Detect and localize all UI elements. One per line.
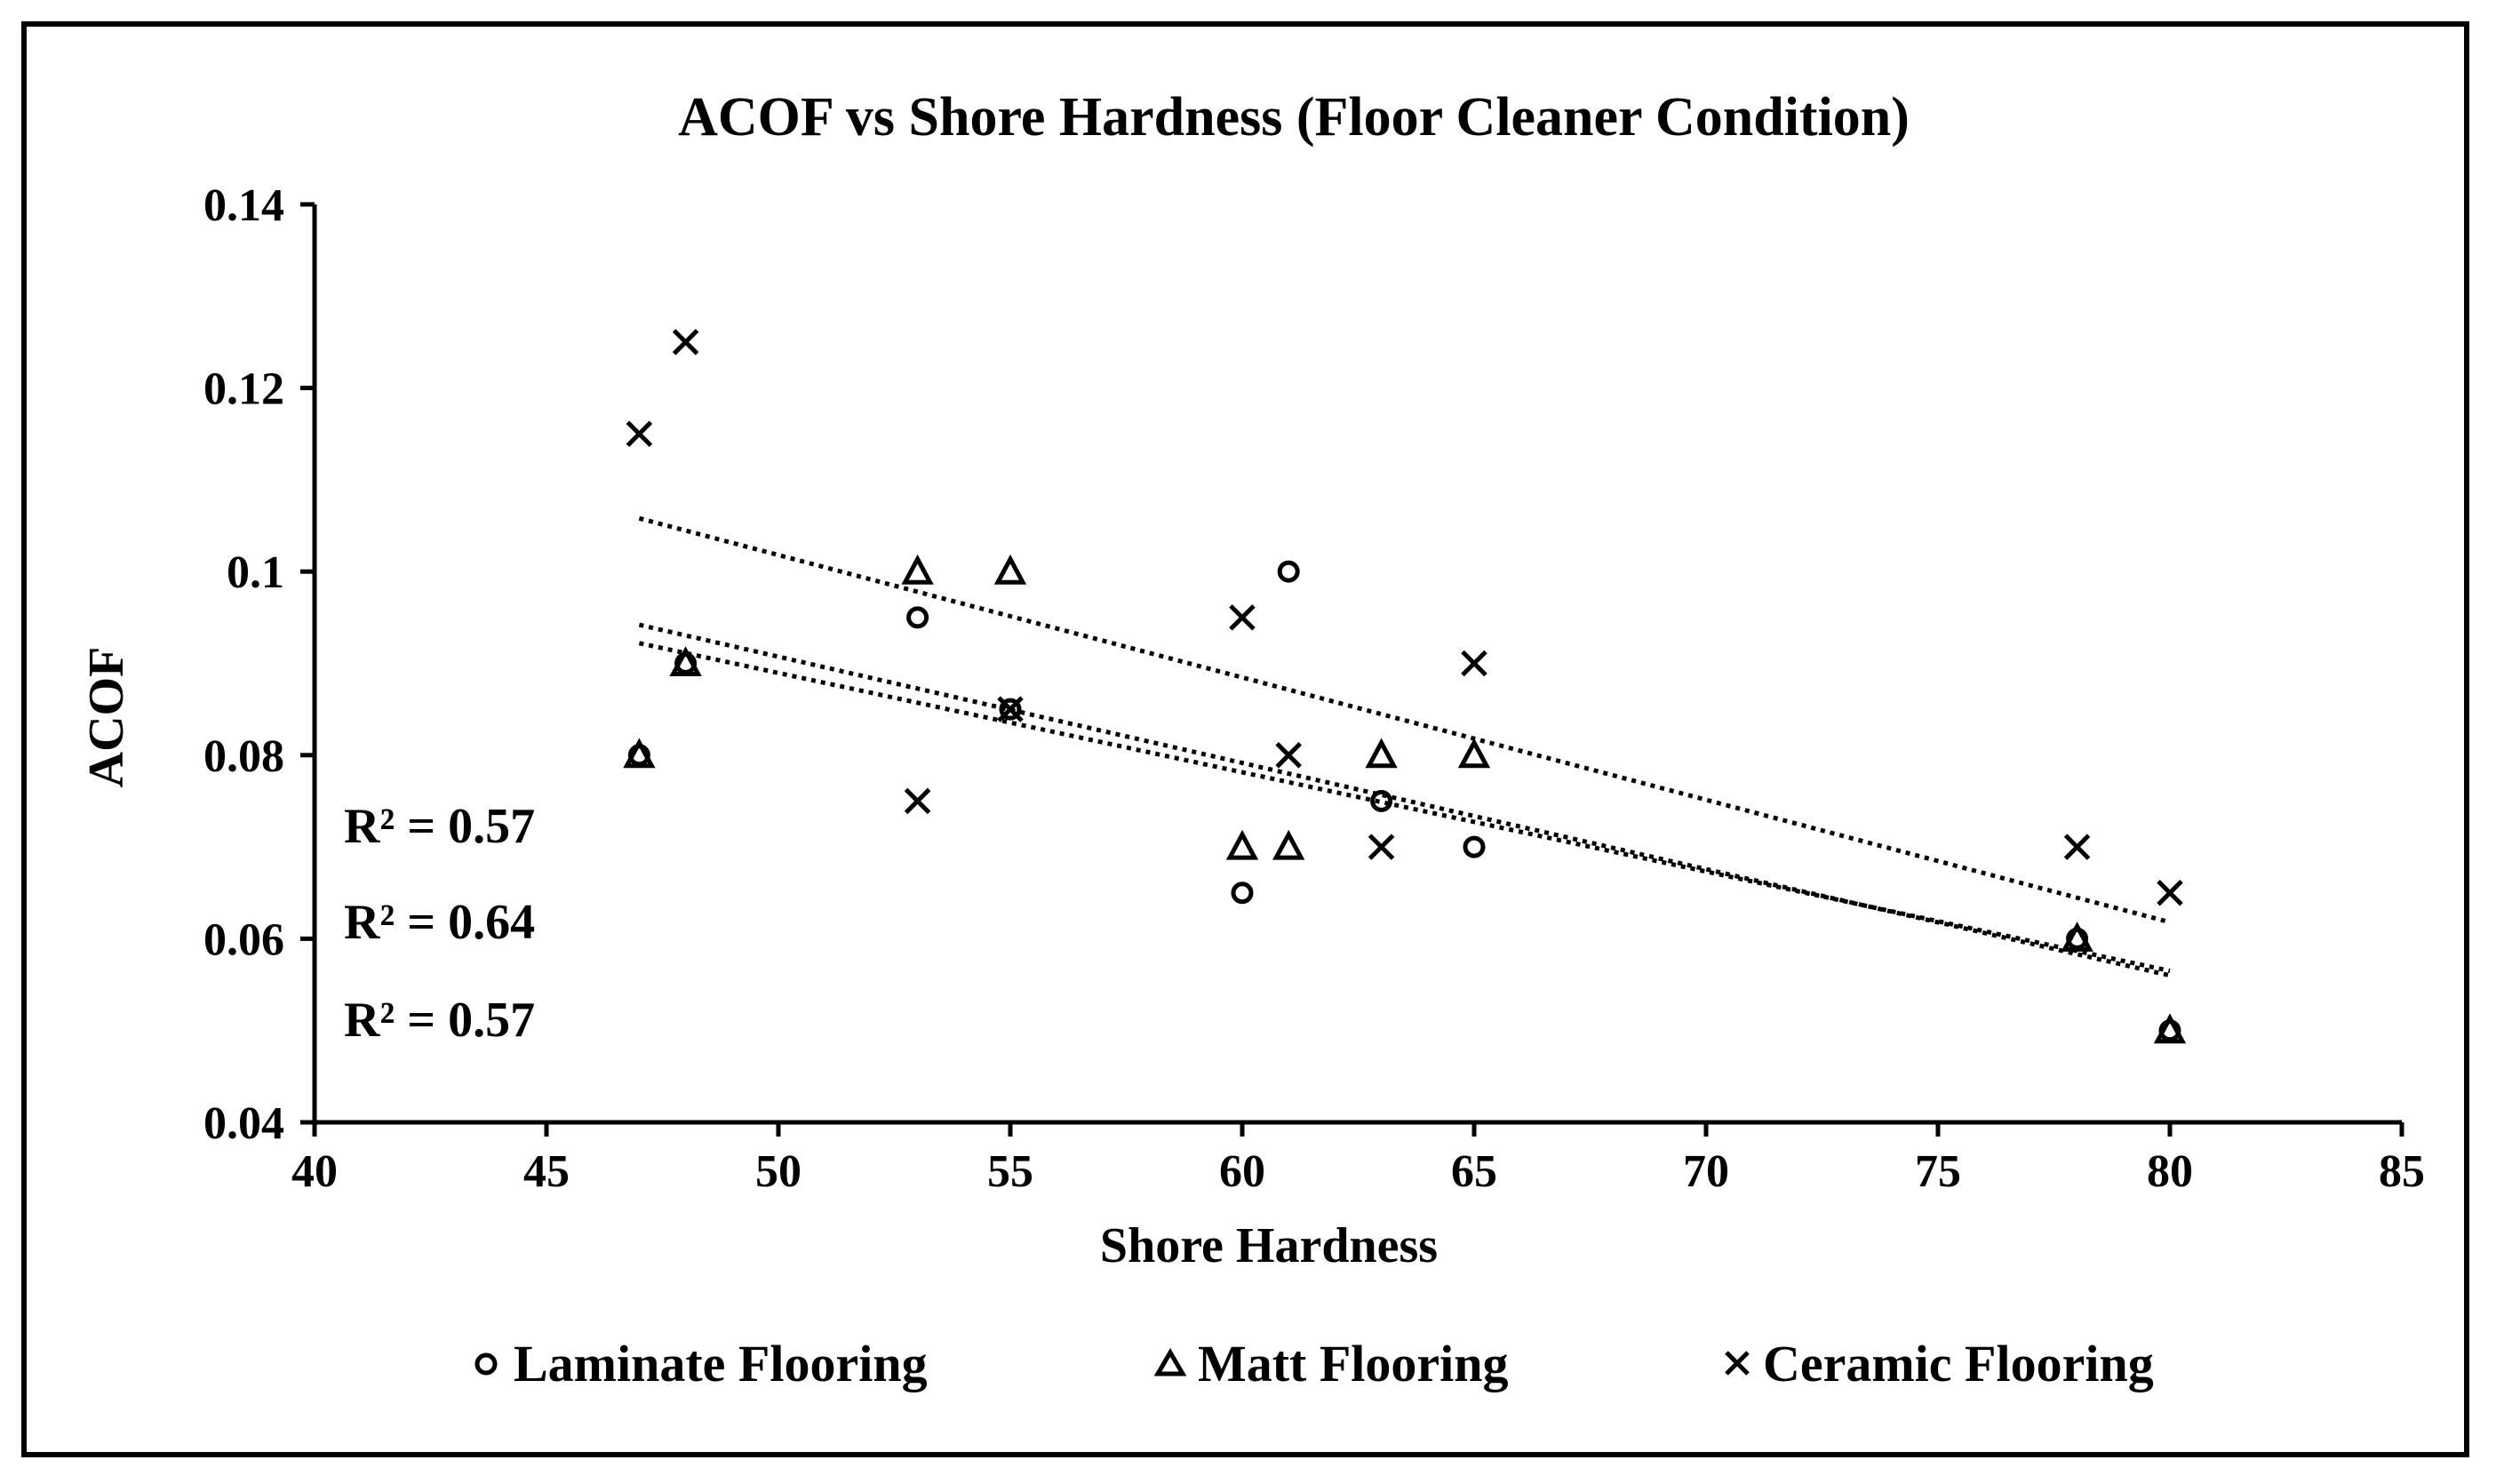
x-tick-label: 80 bbox=[2147, 1146, 2193, 1197]
trendline-matt bbox=[638, 641, 2171, 973]
point-matt bbox=[901, 554, 934, 585]
legend-x-marker bbox=[1725, 1351, 1750, 1376]
legend-item-matt: Matt Flooring bbox=[1153, 1335, 1509, 1392]
point-laminate bbox=[1277, 560, 1300, 583]
point-matt bbox=[669, 646, 702, 676]
x-tick-label: 60 bbox=[1219, 1146, 1265, 1197]
x-tick-label: 50 bbox=[755, 1146, 801, 1197]
trendlines bbox=[638, 515, 2171, 978]
point-ceramic bbox=[1229, 604, 1256, 631]
y-tick-label: 0.08 bbox=[203, 731, 284, 782]
point-ceramic bbox=[1275, 742, 1302, 769]
legend-triangle-marker bbox=[1153, 1348, 1187, 1376]
data-points bbox=[623, 329, 2187, 1044]
point-ceramic bbox=[1461, 650, 1487, 677]
point-ceramic bbox=[1368, 834, 1395, 860]
legend-item-laminate: Laminate Flooring bbox=[474, 1335, 928, 1392]
tick-labels: 40 45 50 55 60 65 70 75 80 85 0.04 0.06 0.08 0.1 0.12 0… bbox=[203, 180, 2425, 1197]
legend-label-matt: Matt Flooring bbox=[1198, 1335, 1509, 1392]
chart-title: ACOF vs Shore Hardness (Floor Cleaner Co… bbox=[678, 87, 1910, 148]
point-laminate bbox=[999, 698, 1022, 721]
x-tick-label: 65 bbox=[1451, 1146, 1497, 1197]
point-matt bbox=[993, 554, 1027, 585]
trendline-ceramic bbox=[638, 515, 2171, 925]
point-matt bbox=[1272, 829, 1305, 860]
point-laminate bbox=[1231, 882, 1254, 905]
y-tick-label: 0.06 bbox=[203, 914, 284, 965]
point-matt bbox=[2061, 922, 2093, 952]
point-ceramic bbox=[2063, 834, 2091, 860]
point-matt bbox=[623, 738, 656, 769]
y-tick-label: 0.04 bbox=[203, 1098, 284, 1149]
x-tick-label: 85 bbox=[2379, 1146, 2425, 1197]
point-matt bbox=[1457, 738, 1491, 769]
point-laminate bbox=[1370, 789, 1393, 812]
chart-frame: ACOF vs Shore Hardness (Floor Cleaner Co… bbox=[21, 21, 2469, 1457]
x-tick-label: 75 bbox=[1915, 1146, 1961, 1197]
point-ceramic bbox=[2157, 879, 2183, 906]
y-tick-label: 0.14 bbox=[203, 180, 284, 231]
x-tick-label: 45 bbox=[523, 1146, 570, 1197]
x-axis-label: Shore Hardness bbox=[1100, 1218, 1438, 1273]
r2-annotation-3: R² = 0.57 bbox=[344, 993, 535, 1048]
scatter-chart: ACOF vs Shore Hardness (Floor Cleaner Co… bbox=[79, 87, 2425, 1392]
x-tick-label: 55 bbox=[987, 1146, 1033, 1197]
point-matt bbox=[1225, 829, 1259, 860]
r2-annotation-1: R² = 0.57 bbox=[344, 799, 535, 854]
point-ceramic bbox=[672, 329, 699, 355]
legend: Laminate Flooring Matt Flooring Ceramic … bbox=[474, 1335, 2154, 1392]
y-tick-label: 0.1 bbox=[227, 547, 284, 598]
x-tick-label: 40 bbox=[291, 1146, 338, 1197]
trendline-laminate bbox=[638, 622, 2171, 978]
y-tick-label: 0.12 bbox=[203, 364, 284, 415]
point-ceramic bbox=[626, 420, 653, 448]
axes bbox=[300, 202, 2404, 1137]
r2-annotation-2: R² = 0.64 bbox=[344, 895, 535, 950]
legend-label-ceramic: Ceramic Flooring bbox=[1763, 1335, 2154, 1392]
point-matt bbox=[1365, 738, 1398, 769]
point-matt bbox=[2153, 1013, 2187, 1044]
x-tick-label: 70 bbox=[1683, 1146, 1729, 1197]
legend-label-laminate: Laminate Flooring bbox=[514, 1335, 928, 1392]
point-ceramic bbox=[904, 787, 931, 815]
legend-item-ceramic: Ceramic Flooring bbox=[1725, 1335, 2154, 1392]
legend-circle-marker bbox=[474, 1352, 498, 1376]
y-axis-label: ACOF bbox=[79, 647, 134, 788]
point-ceramic bbox=[997, 696, 1024, 722]
point-laminate bbox=[906, 606, 929, 629]
point-laminate bbox=[1463, 835, 1486, 858]
